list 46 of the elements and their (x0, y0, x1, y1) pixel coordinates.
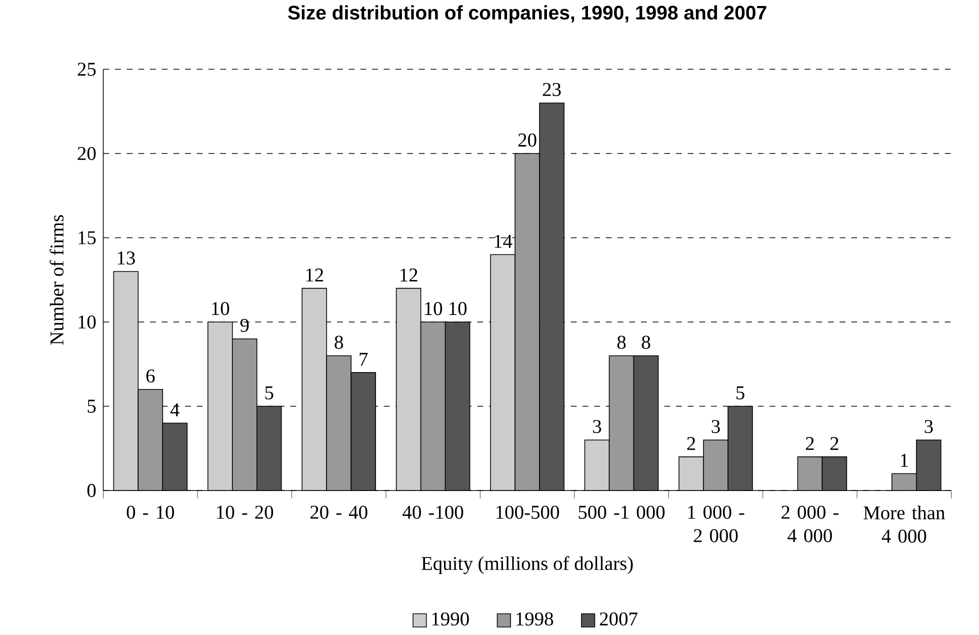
y-tick-label: 20 (78, 147, 96, 160)
x-tick-label: 40 -100 (402, 506, 464, 520)
data-label: 1 (901, 454, 908, 467)
x-tick-label: More than 4 000 (864, 506, 945, 543)
data-label: 2 (830, 437, 838, 450)
data-label: 23 (542, 83, 561, 96)
y-axis-title: Number of firms (50, 215, 64, 345)
data-label: 8 (334, 336, 343, 350)
data-label: 10 (212, 302, 230, 316)
y-tick-label: 5 (88, 400, 96, 413)
data-label: 7 (360, 353, 368, 366)
y-tick-label: 25 (78, 62, 96, 76)
data-label: 8 (642, 336, 650, 350)
data-label: 8 (617, 336, 626, 350)
data-label: 5 (736, 386, 744, 400)
x-tick-label: 2 000 - 4 000 (782, 506, 838, 542)
y-tick-label: 15 (78, 231, 96, 244)
legend-label: 1990 (432, 612, 469, 626)
data-label: 12 (400, 268, 418, 282)
x-tick-label: 500 -1 000 (578, 506, 665, 520)
data-label: 5 (265, 386, 274, 400)
data-label: 10 (425, 302, 442, 316)
data-label: 3 (712, 420, 720, 434)
legend-label: 1998 (516, 612, 554, 626)
data-label: 3 (593, 420, 602, 434)
data-label: 20 (518, 134, 536, 147)
data-label: 3 (924, 420, 933, 434)
data-label: 14 (494, 235, 512, 248)
x-tick-label: 100-500 (496, 506, 560, 520)
y-tick-label: 10 (78, 316, 96, 329)
data-label: 9 (240, 319, 249, 332)
data-label: 10 (450, 302, 467, 316)
data-label: 12 (306, 268, 324, 282)
y-tick-label: 0 (87, 484, 96, 498)
x-tick-label: 10 - 20 (217, 506, 274, 520)
x-axis-title: Equity (millions of dollars) (422, 556, 633, 574)
chart-title: Size distribution of companies, 1990, 1998 and 2007 (288, 5, 766, 24)
data-label: 4 (170, 404, 180, 416)
data-label: 2 (687, 437, 696, 450)
data-label: 13 (118, 252, 135, 265)
x-tick-label: 1 000 - 2 000 (688, 506, 744, 542)
x-tick-label: 0 - 10 (126, 506, 174, 520)
legend-label: 2007 (600, 612, 638, 626)
data-label: 2 (806, 437, 814, 450)
x-tick-label: 20 - 40 (310, 506, 368, 520)
data-label: 6 (146, 370, 155, 383)
